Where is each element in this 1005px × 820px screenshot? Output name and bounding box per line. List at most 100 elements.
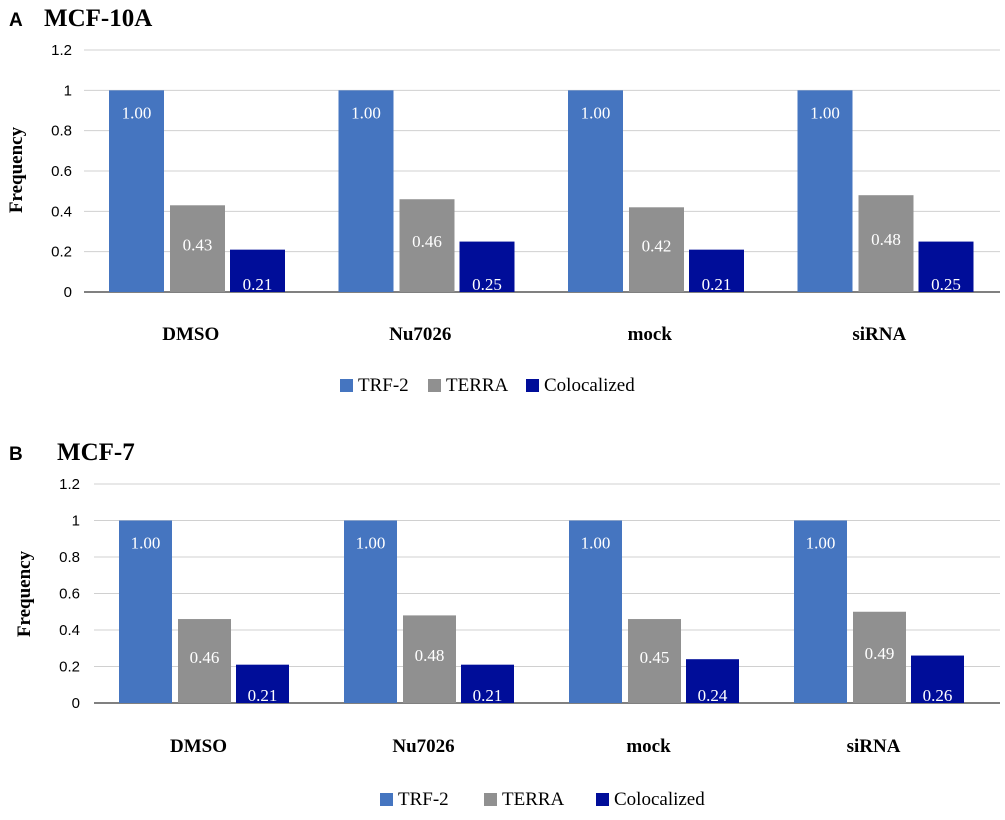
category-labels-b: DMSO Nu7026 mock siRNA [170, 736, 901, 757]
panel-letter-b: B [9, 444, 23, 465]
category-label-a-3: siRNA [852, 324, 906, 345]
category-label-b-1: Nu7026 [392, 736, 454, 757]
bar-b-terra-1 [403, 615, 456, 703]
y-tick-label-a-1: 0.2 [51, 244, 72, 261]
y-tick-label-b-6: 1.2 [59, 476, 80, 493]
data-label-b-2-0: 0.21 [248, 686, 278, 705]
data-label-b-0-1: 1.00 [356, 534, 386, 553]
y-tick-label-a-2: 0.4 [51, 203, 72, 220]
data-label-b-1-2: 0.45 [640, 648, 670, 667]
panel-title-b: MCF-7 [57, 439, 135, 466]
legend-a: TRF-2 TERRA Colocalized [340, 375, 635, 396]
legend-swatch-a-2 [526, 379, 539, 392]
y-ticks-a: 0 0.2 0.4 0.6 0.8 1 1.2 [51, 42, 72, 301]
category-label-a-2: mock [628, 324, 673, 345]
category-label-b-0: DMSO [170, 736, 227, 757]
data-label-b-2-3: 0.26 [923, 686, 953, 705]
y-tick-label-a-5: 1 [64, 82, 72, 99]
legend-label-b-1: TERRA [502, 789, 565, 810]
data-label-a-2-0: 0.21 [243, 275, 273, 294]
data-label-b-0-2: 1.00 [581, 534, 611, 553]
category-label-a-1: Nu7026 [389, 324, 451, 345]
panel-a: A MCF-10A Frequency 0 0.2 0.4 0.6 0.8 1 1.2 1.… [6, 5, 1000, 396]
bar-b-trf-2-3 [794, 520, 847, 703]
data-label-a-1-0: 0.43 [183, 235, 213, 254]
legend-label-a-1: TERRA [446, 375, 509, 396]
panel-title-a: MCF-10A [44, 5, 152, 32]
y-axis-label-a: Frequency [6, 126, 27, 213]
y-tick-label-b-3: 0.6 [59, 586, 80, 603]
category-labels-a: DMSO Nu7026 mock siRNA [162, 324, 906, 345]
legend-label-b-2: Colocalized [614, 789, 705, 810]
y-tick-label-b-5: 1 [72, 513, 80, 530]
y-tick-label-a-6: 1.2 [51, 42, 72, 59]
bar-a-terra-3 [858, 195, 914, 292]
y-tick-label-a-3: 0.6 [51, 163, 72, 180]
bar-a-trf-2-3 [797, 90, 853, 292]
bar-a-trf-2-2 [568, 90, 623, 292]
legend-label-b-0: TRF-2 [398, 789, 449, 810]
data-label-b-0-3: 1.00 [806, 534, 836, 553]
legend-swatch-b-0 [380, 793, 393, 806]
bar-a-terra-0 [170, 205, 225, 292]
category-label-b-3: siRNA [847, 736, 901, 757]
legend-swatch-a-1 [428, 379, 441, 392]
bar-a-terra-2 [629, 207, 684, 292]
data-labels-b: 1.00 1.00 1.00 1.00 0.46 0.48 0.45 0.49 0.21 0.21… [131, 534, 953, 706]
bar-a-colocalized-1 [459, 241, 515, 292]
bar-b-colocalized-3 [911, 655, 964, 703]
legend-b: TRF-2 TERRA Colocalized [380, 789, 705, 810]
data-label-a-0-2: 1.00 [581, 103, 611, 122]
bar-a-terra-1 [399, 199, 455, 292]
data-label-a-1-3: 0.48 [871, 230, 901, 249]
bar-b-trf-2-0 [119, 520, 172, 703]
data-label-a-2-2: 0.21 [702, 275, 732, 294]
category-label-b-2: mock [626, 736, 671, 757]
bar-a-colocalized-0 [230, 249, 285, 292]
legend-label-a-0: TRF-2 [358, 375, 409, 396]
y-tick-label-b-1: 0.2 [59, 659, 80, 676]
bars-a [109, 90, 974, 292]
bar-b-trf-2-1 [344, 520, 397, 703]
data-label-a-0-1: 1.00 [351, 103, 381, 122]
panel-b: B MCF-7 Frequency 0 0.2 0.4 0.6 0.8 1 1.2 1.00… [9, 439, 1000, 810]
bar-a-trf-2-0 [109, 90, 164, 292]
data-label-b-2-1: 0.21 [473, 686, 503, 705]
y-tick-label-a-4: 0.8 [51, 123, 72, 140]
y-ticks-b: 0 0.2 0.4 0.6 0.8 1 1.2 [59, 476, 80, 712]
bar-b-terra-0 [178, 619, 231, 703]
data-label-b-2-2: 0.24 [698, 686, 728, 705]
legend-label-a-2: Colocalized [544, 375, 635, 396]
bar-b-trf-2-2 [569, 520, 622, 703]
legend-swatch-a-0 [340, 379, 353, 392]
y-axis-label-b: Frequency [14, 550, 35, 637]
legend-swatch-b-2 [596, 793, 609, 806]
data-label-a-2-3: 0.25 [931, 275, 961, 294]
data-label-b-1-3: 0.49 [865, 644, 895, 663]
y-tick-label-b-4: 0.8 [59, 549, 80, 566]
data-label-a-2-1: 0.25 [472, 275, 502, 294]
data-label-a-1-1: 0.46 [412, 232, 442, 251]
data-label-a-1-2: 0.42 [642, 236, 672, 255]
panel-letter-a: A [9, 10, 23, 31]
bar-a-colocalized-2 [689, 249, 744, 292]
y-tick-label-b-2: 0.4 [59, 622, 80, 639]
data-labels-a: 1.00 1.00 1.00 1.00 0.43 0.46 0.42 0.48 0.21 0.25… [122, 103, 961, 294]
bar-b-terra-2 [628, 619, 681, 703]
bar-a-colocalized-3 [918, 241, 974, 292]
legend-swatch-b-1 [484, 793, 497, 806]
data-label-b-1-0: 0.46 [190, 648, 220, 667]
data-label-b-1-1: 0.48 [415, 646, 445, 665]
bar-b-colocalized-0 [236, 664, 289, 703]
data-label-a-0-3: 1.00 [810, 103, 840, 122]
bars-b [119, 520, 964, 703]
y-tick-label-b-0: 0 [72, 695, 80, 712]
bar-b-terra-3 [853, 611, 906, 703]
data-label-b-0-0: 1.00 [131, 534, 161, 553]
y-tick-label-a-0: 0 [64, 284, 72, 301]
data-label-a-0-0: 1.00 [122, 103, 152, 122]
bar-b-colocalized-2 [686, 659, 739, 703]
bar-a-trf-2-1 [338, 90, 394, 292]
bar-b-colocalized-1 [461, 664, 514, 703]
